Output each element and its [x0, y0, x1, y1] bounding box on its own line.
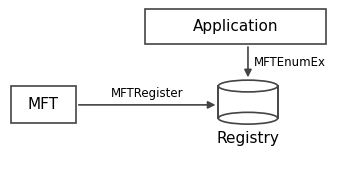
Bar — [11, 86, 76, 123]
Text: MFT: MFT — [28, 97, 59, 112]
Text: MFTRegister: MFTRegister — [111, 87, 184, 100]
Bar — [218, 86, 278, 118]
Ellipse shape — [218, 112, 278, 124]
Ellipse shape — [218, 80, 278, 92]
Text: Application: Application — [193, 19, 278, 34]
Text: Registry: Registry — [216, 131, 279, 146]
Bar — [145, 9, 326, 44]
Text: MFTEnumEx: MFTEnumEx — [253, 56, 325, 69]
